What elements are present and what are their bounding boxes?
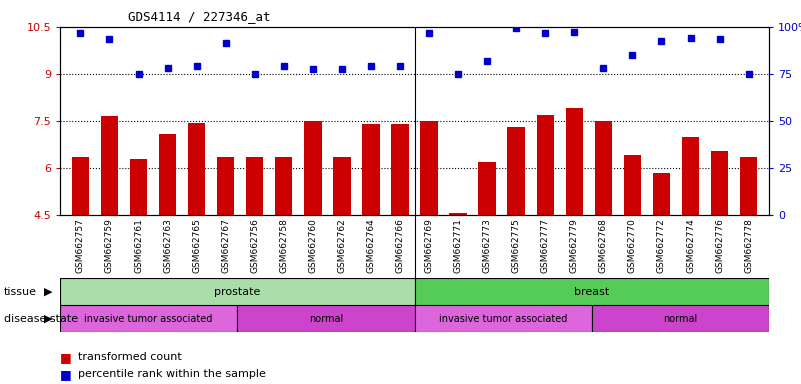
Text: GSM662762: GSM662762 [337, 218, 346, 273]
Bar [682, 137, 699, 215]
Text: GSM662772: GSM662772 [657, 218, 666, 273]
Bar [566, 108, 583, 215]
Text: GSM662758: GSM662758 [280, 218, 288, 273]
Text: GSM662771: GSM662771 [453, 218, 463, 273]
Text: GSM662760: GSM662760 [308, 218, 317, 273]
Text: GSM662770: GSM662770 [628, 218, 637, 273]
Bar [101, 116, 119, 215]
Text: disease state: disease state [4, 314, 78, 324]
Text: ▶: ▶ [43, 287, 52, 297]
Text: GSM662766: GSM662766 [396, 218, 405, 273]
Text: transformed count: transformed count [78, 352, 182, 362]
Bar [449, 214, 467, 215]
Bar [624, 156, 641, 215]
Text: breast: breast [574, 287, 610, 297]
Bar [246, 157, 264, 215]
Bar [537, 115, 554, 215]
Text: GSM662778: GSM662778 [744, 218, 753, 273]
Bar [415, 305, 592, 332]
Text: prostate: prostate [214, 287, 260, 297]
Text: GSM662764: GSM662764 [366, 218, 376, 273]
Bar [333, 157, 351, 215]
Text: tissue: tissue [4, 287, 37, 297]
Text: GSM662779: GSM662779 [570, 218, 579, 273]
Text: GSM662763: GSM662763 [163, 218, 172, 273]
Text: GSM662774: GSM662774 [686, 218, 695, 273]
Text: ■: ■ [60, 351, 72, 364]
Text: GSM662757: GSM662757 [76, 218, 85, 273]
Bar [237, 305, 415, 332]
Text: invasive tumor associated: invasive tumor associated [84, 314, 213, 324]
Text: GSM662775: GSM662775 [512, 218, 521, 273]
Bar [478, 162, 496, 215]
Bar [60, 278, 415, 305]
Bar [415, 278, 769, 305]
Bar [130, 159, 147, 215]
Bar [594, 121, 612, 215]
Text: GSM662765: GSM662765 [192, 218, 201, 273]
Bar [391, 124, 409, 215]
Bar [362, 124, 380, 215]
Text: ■: ■ [60, 368, 72, 381]
Text: invasive tumor associated: invasive tumor associated [439, 314, 567, 324]
Text: GSM662759: GSM662759 [105, 218, 114, 273]
Bar [217, 157, 235, 215]
Bar [60, 305, 237, 332]
Bar [508, 127, 525, 215]
Bar [421, 121, 438, 215]
Text: percentile rank within the sample: percentile rank within the sample [78, 369, 266, 379]
Bar [159, 134, 176, 215]
Text: GSM662768: GSM662768 [599, 218, 608, 273]
Text: GSM662767: GSM662767 [221, 218, 230, 273]
Bar [592, 305, 769, 332]
Text: GSM662756: GSM662756 [250, 218, 260, 273]
Bar [72, 157, 89, 215]
Text: normal: normal [663, 314, 698, 324]
Bar [710, 151, 728, 215]
Text: GSM662773: GSM662773 [483, 218, 492, 273]
Text: normal: normal [308, 314, 343, 324]
Bar [304, 121, 321, 215]
Text: GSM662761: GSM662761 [134, 218, 143, 273]
Bar [188, 122, 205, 215]
Text: GSM662776: GSM662776 [715, 218, 724, 273]
Text: GDS4114 / 227346_at: GDS4114 / 227346_at [128, 10, 271, 23]
Text: GSM662777: GSM662777 [541, 218, 549, 273]
Text: ▶: ▶ [43, 314, 52, 324]
Bar [275, 157, 292, 215]
Text: GSM662769: GSM662769 [425, 218, 433, 273]
Bar [740, 157, 757, 215]
Bar [653, 173, 670, 215]
